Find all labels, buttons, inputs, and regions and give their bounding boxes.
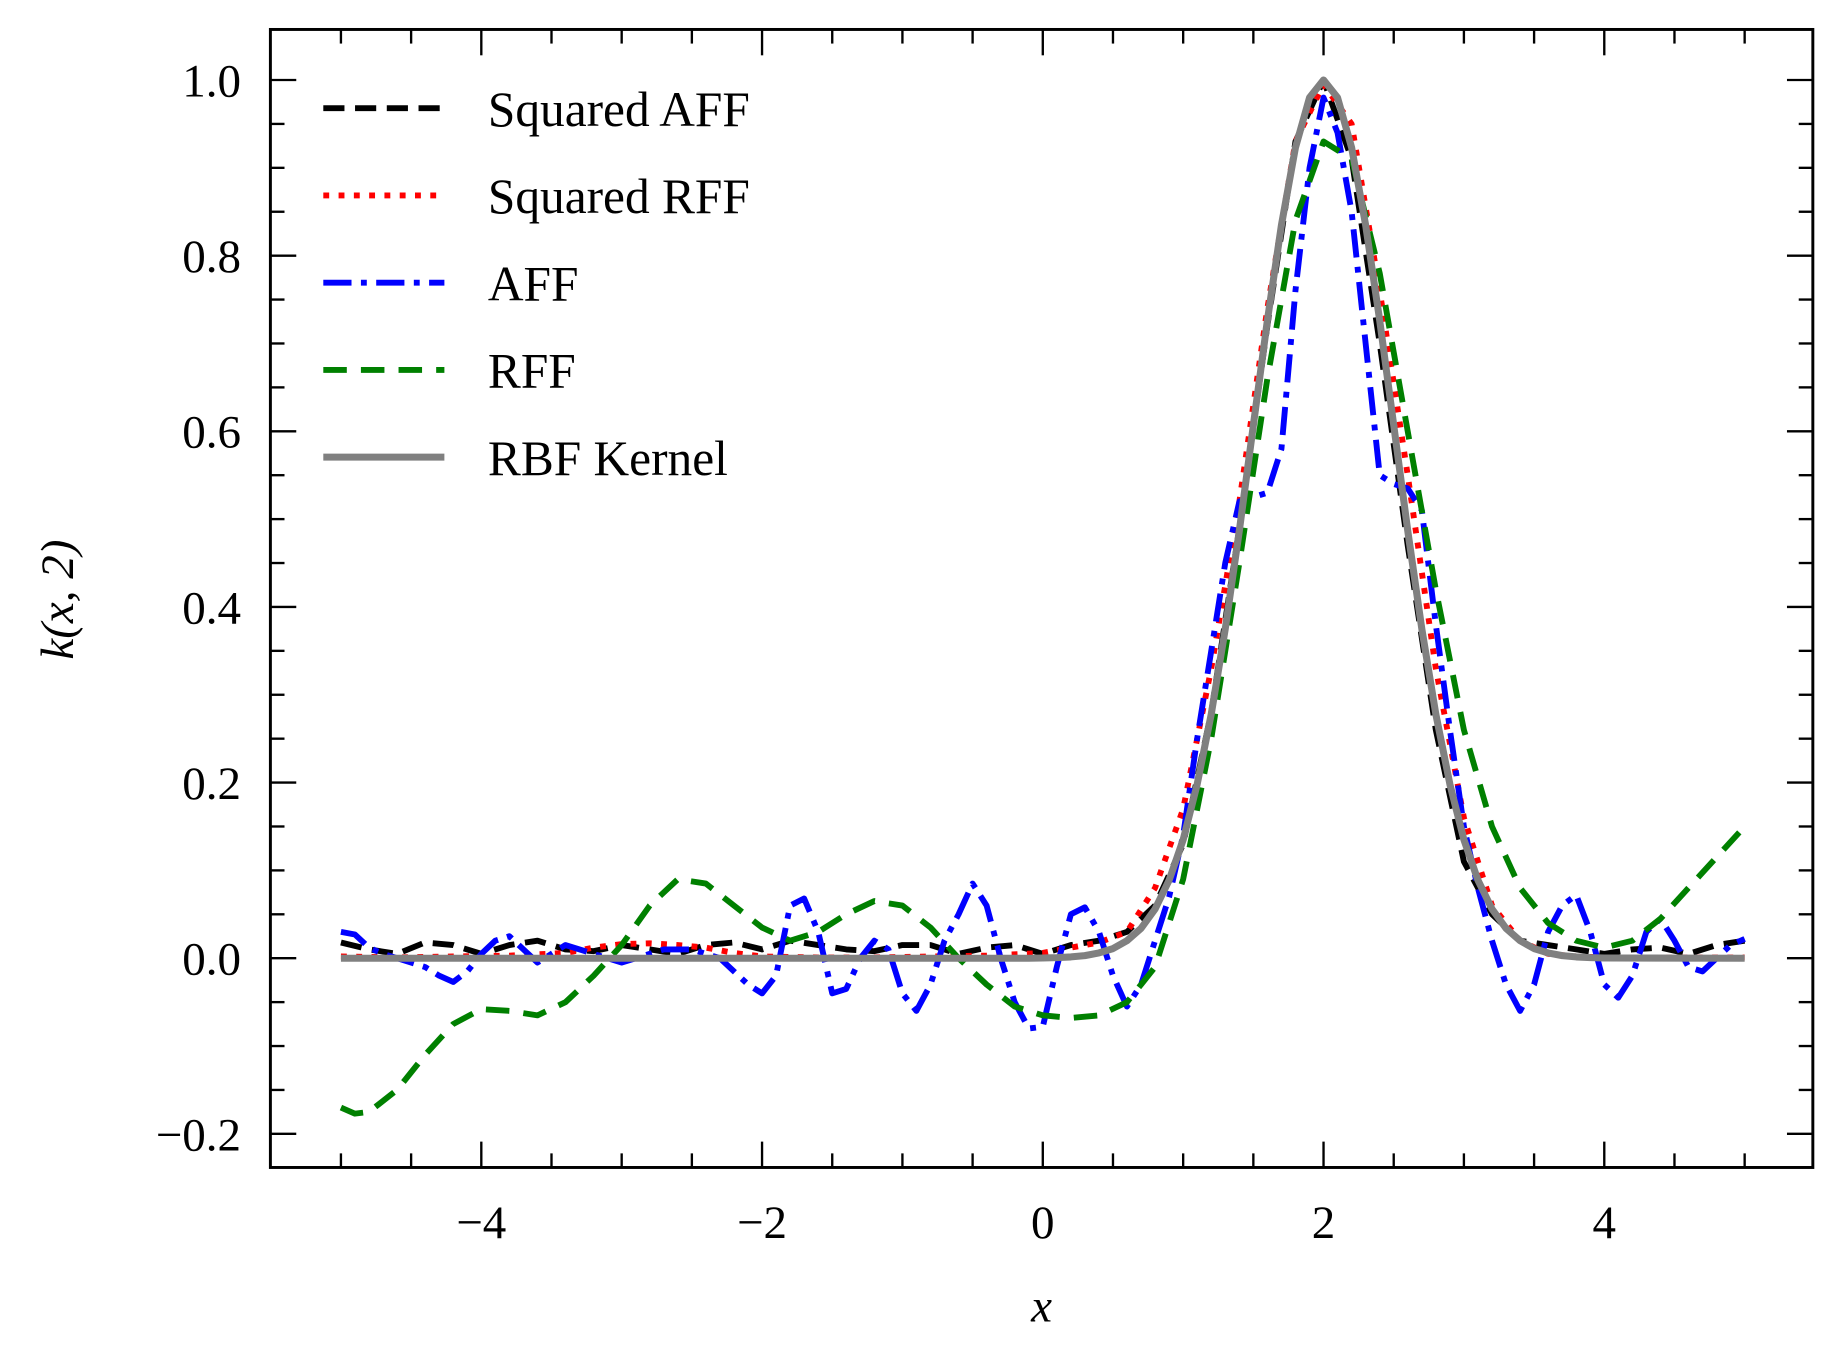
y-tick-label: −0.2 [156, 1109, 241, 1161]
legend-entry: RFF [323, 344, 576, 399]
tick-labels: −4 −2 0 2 4 −0.2 0.0 0.2 0.4 0.6 0.8 1.0 [156, 55, 1616, 1249]
ticks [270, 29, 1813, 1168]
y-axis-label: k(x, 2) [32, 540, 84, 660]
y-tick-label: 0.8 [182, 231, 241, 283]
y-tick-label: 0.2 [182, 758, 241, 810]
x-tick-label: 0 [1031, 1197, 1055, 1249]
y-tick-label: 1.0 [182, 55, 241, 107]
legend-label: Squared AFF [488, 82, 750, 137]
series-line-squared-rff [340, 81, 1745, 961]
series-line-rff [339, 138, 1747, 1117]
legend-entry: RBF Kernel [323, 431, 728, 486]
legend-label: RFF [488, 344, 576, 399]
legend: Squared AFF Squared RFF AFF RFF RBF Kernel [323, 82, 750, 486]
legend-label: AFF [488, 256, 579, 311]
x-axis-label: x [1030, 1280, 1052, 1332]
y-tick-label: 0.4 [182, 582, 241, 634]
series-line-rbf-kernel [340, 76, 1745, 962]
legend-entry: AFF [323, 256, 578, 311]
y-tick-label: 0.0 [182, 934, 241, 986]
plot-lines [339, 76, 1747, 1117]
x-tick-label: 2 [1312, 1197, 1336, 1249]
y-tick-label: 0.6 [182, 407, 241, 459]
legend-entry: Squared RFF [323, 169, 750, 224]
x-tick-label: 4 [1593, 1197, 1617, 1249]
x-tick-label: −4 [456, 1197, 506, 1249]
x-tick-label: −2 [737, 1197, 787, 1249]
series-line-aff [340, 94, 1746, 1032]
legend-label: RBF Kernel [488, 431, 728, 486]
legend-entry: Squared AFF [323, 82, 750, 137]
legend-label: Squared RFF [488, 169, 750, 224]
